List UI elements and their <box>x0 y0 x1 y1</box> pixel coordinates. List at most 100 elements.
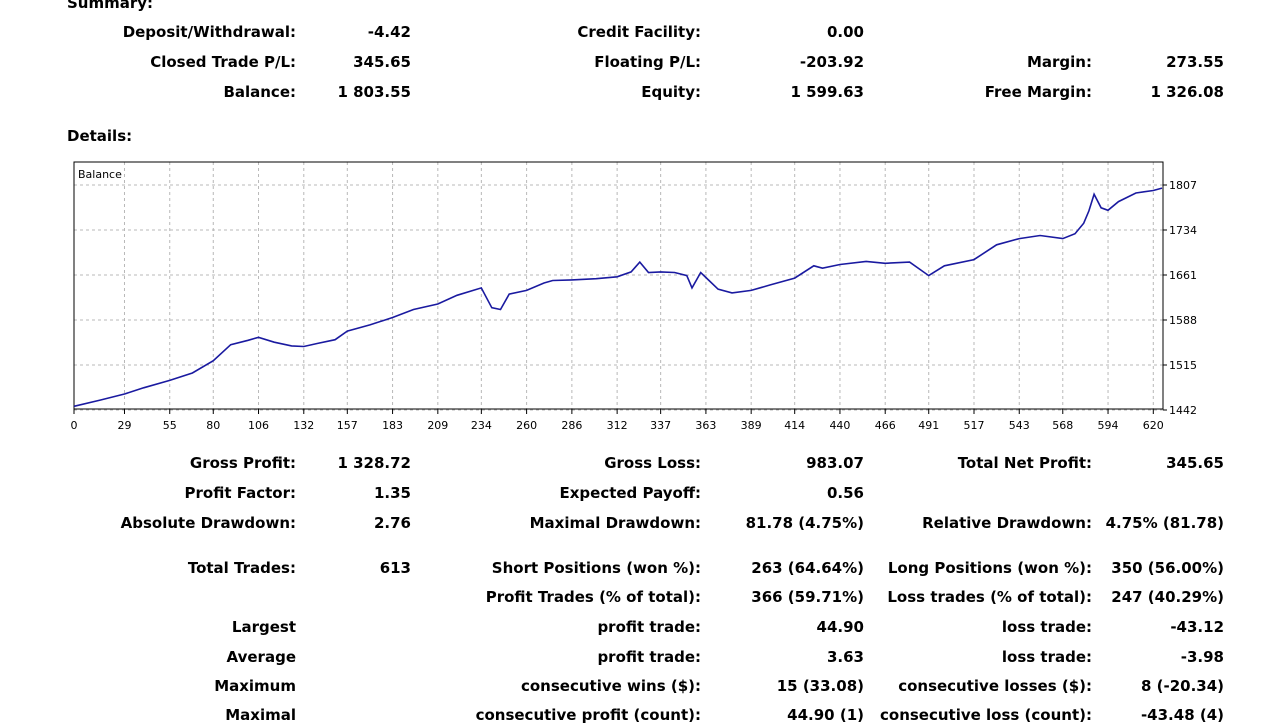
details-r0-c0-value: 1 328.72 <box>337 454 411 472</box>
x-tick-label: 594 <box>1098 419 1119 432</box>
details-r1-c1-label: Expected Payoff: <box>559 484 701 502</box>
details-r2-c0-value: 2.76 <box>373 514 411 532</box>
x-tick-label: 260 <box>516 419 537 432</box>
details-r6-c1-value: 3.63 <box>826 648 864 666</box>
deposit-withdrawal-value: -4.42 <box>367 23 411 41</box>
y-tick-label: 1515 <box>1169 359 1197 372</box>
details-r8-c2-label: consecutive loss (count): <box>880 706 1092 724</box>
details-r1-c0-value: 1.35 <box>373 484 411 502</box>
details-r1-c0-label: Profit Factor: <box>184 484 296 502</box>
details-r1-c1-value: 0.56 <box>826 484 864 502</box>
details-r6-c0-label: Average <box>226 648 296 666</box>
details-r8-c2-value: -43.48 (4) <box>1140 706 1224 724</box>
details-r3-c1-value: 263 (64.64%) <box>751 559 864 577</box>
details-r3-c0-value: 613 <box>379 559 411 577</box>
details-r0-c1-label: Gross Loss: <box>604 454 701 472</box>
credit-facility-label: Credit Facility: <box>577 23 701 41</box>
x-tick-label: 337 <box>650 419 671 432</box>
x-tick-label: 234 <box>471 419 492 432</box>
details-r8-c0-label: Maximal <box>225 706 296 724</box>
closed-trade-pl-value: 345.65 <box>353 53 411 71</box>
details-r0-c1-value: 983.07 <box>806 454 864 472</box>
details-r2-c0-label: Absolute Drawdown: <box>120 514 296 532</box>
details-r4-c2-value: 247 (40.29%) <box>1111 588 1224 606</box>
x-tick-label: 55 <box>163 419 177 432</box>
x-tick-label: 440 <box>829 419 850 432</box>
x-tick-label: 363 <box>695 419 716 432</box>
x-tick-label: 0 <box>71 419 78 432</box>
summary-title: Summary: <box>67 0 154 12</box>
margin-value: 273.55 <box>1166 53 1224 71</box>
floating-pl-label: Floating P/L: <box>594 53 701 71</box>
details-r2-c2-value: 4.75% (81.78) <box>1105 514 1224 532</box>
free-margin-label: Free Margin: <box>984 83 1092 101</box>
x-tick-label: 543 <box>1009 419 1030 432</box>
details-r4-c1-value: 366 (59.71%) <box>751 588 864 606</box>
x-tick-label: 312 <box>607 419 628 432</box>
deposit-withdrawal-label: Deposit/Withdrawal: <box>122 23 296 41</box>
x-tick-label: 466 <box>875 419 896 432</box>
details-r3-c2-label: Long Positions (won %): <box>887 559 1092 577</box>
y-tick-label: 1661 <box>1169 269 1197 282</box>
x-tick-label: 568 <box>1052 419 1073 432</box>
series-line-balance <box>73 187 1163 408</box>
floating-pl-value: -203.92 <box>799 53 864 71</box>
equity-label: Equity: <box>641 83 701 101</box>
details-r7-c1-label: consecutive wins ($): <box>520 677 701 695</box>
x-tick-label: 414 <box>784 419 805 432</box>
x-tick-label: 183 <box>382 419 403 432</box>
balance-chart: Balance 0 29 55 80 106 132 157 183 209 234 260 286 3… <box>71 161 1197 432</box>
details-r0-c0-label: Gross Profit: <box>189 454 296 472</box>
x-tick-label: 29 <box>117 419 131 432</box>
details-r8-c1-value: 44.90 (1) <box>787 706 864 724</box>
x-tick-label: 286 <box>561 419 582 432</box>
y-tick-label: 1807 <box>1169 179 1197 192</box>
details-r5-c1-value: 44.90 <box>816 618 864 636</box>
x-axis-ticks: 0 29 55 80 106 132 157 183 209 234 260 286 312 337 363… <box>71 409 1164 432</box>
details-r6-c1-label: profit trade: <box>597 648 701 666</box>
balance-value: 1 803.55 <box>337 83 411 101</box>
details-r6-c2-value: -3.98 <box>1180 648 1224 666</box>
x-tick-label: 106 <box>248 419 269 432</box>
details-r3-c1-label: Short Positions (won %): <box>491 559 701 577</box>
details-r3-c0-label: Total Trades: <box>187 559 296 577</box>
details-r7-c2-value: 8 (-20.34) <box>1140 677 1224 695</box>
x-tick-label: 132 <box>293 419 314 432</box>
details-r5-c2-value: -43.12 <box>1170 618 1224 636</box>
y-tick-label: 1588 <box>1169 314 1197 327</box>
details-title: Details: <box>67 127 133 145</box>
details-r0-c2-value: 345.65 <box>1166 454 1224 472</box>
x-tick-label: 517 <box>963 419 984 432</box>
details-r5-c1-label: profit trade: <box>597 618 701 636</box>
y-tick-label: 1734 <box>1169 224 1197 237</box>
x-tick-label: 491 <box>918 419 939 432</box>
details-r2-c1-label: Maximal Drawdown: <box>529 514 701 532</box>
credit-facility-value: 0.00 <box>826 23 864 41</box>
chart-frame <box>73 161 1164 410</box>
details-r7-c0-label: Maximum <box>214 677 296 695</box>
balance-label: Balance: <box>223 83 296 101</box>
x-tick-label: 389 <box>741 419 762 432</box>
chart-legend-label: Balance <box>78 168 122 181</box>
details-r7-c2-label: consecutive losses ($): <box>898 677 1092 695</box>
free-margin-value: 1 326.08 <box>1150 83 1224 101</box>
equity-value: 1 599.63 <box>790 83 864 101</box>
details-r0-c2-label: Total Net Profit: <box>957 454 1092 472</box>
details-r4-c1-label: Profit Trades (% of total): <box>485 588 701 606</box>
details-r6-c2-label: loss trade: <box>1001 648 1092 666</box>
details-r5-c2-label: loss trade: <box>1001 618 1092 636</box>
details-r2-c2-label: Relative Drawdown: <box>922 514 1092 532</box>
x-tick-label: 80 <box>206 419 220 432</box>
details-r3-c2-value: 350 (56.00%) <box>1111 559 1224 577</box>
details-r2-c1-value: 81.78 (4.75%) <box>745 514 864 532</box>
margin-label: Margin: <box>1026 53 1092 71</box>
closed-trade-pl-label: Closed Trade P/L: <box>150 53 296 71</box>
x-tick-label: 157 <box>337 419 358 432</box>
x-tick-label: 209 <box>427 419 448 432</box>
details-r8-c1-label: consecutive profit (count): <box>475 706 701 724</box>
details-r5-c0-label: Largest <box>231 618 296 636</box>
details-r4-c2-label: Loss trades (% of total): <box>887 588 1092 606</box>
details-r7-c1-value: 15 (33.08) <box>776 677 864 695</box>
y-tick-label: 1442 <box>1169 404 1197 417</box>
y-axis-ticks: 1807 1734 1661 1588 1515 1442 <box>1163 179 1197 417</box>
